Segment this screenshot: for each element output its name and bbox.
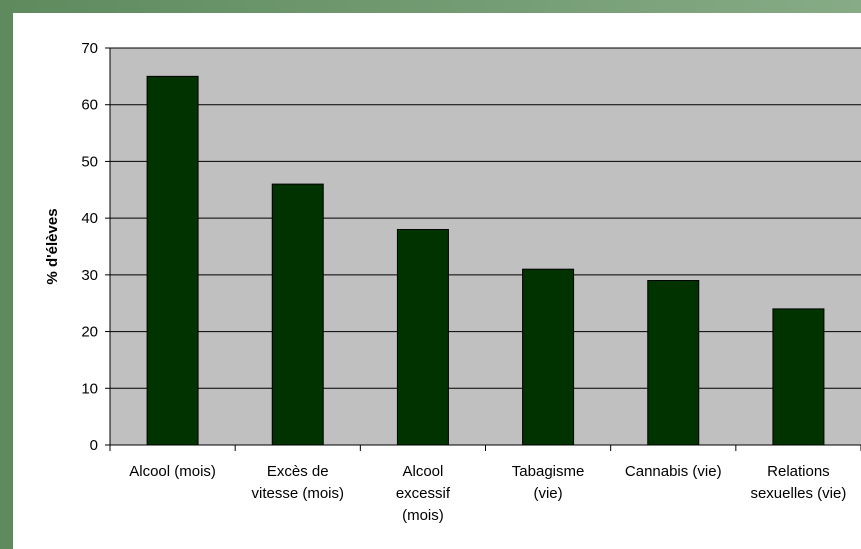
y-axis-title: % d'élèves xyxy=(44,208,61,284)
x-tick-label: Tabagisme (vie) xyxy=(512,463,585,502)
bar xyxy=(522,268,575,446)
y-tick-label: 40 xyxy=(81,210,98,227)
y-tick-label: 10 xyxy=(81,380,98,397)
y-tick-label: 0 xyxy=(90,437,98,454)
bar xyxy=(396,228,449,446)
bar xyxy=(146,75,199,446)
bar xyxy=(772,308,825,446)
y-tick-label: 50 xyxy=(81,153,98,170)
bar xyxy=(647,280,700,446)
bar xyxy=(271,183,324,446)
x-tick-label: Cannabis (vie) xyxy=(625,463,722,480)
x-tick-label: Alcool (mois) xyxy=(129,463,216,480)
x-tick-label: Alcool excessif (mois) xyxy=(396,463,451,524)
y-tick-label: 20 xyxy=(81,324,98,341)
chart-panel: 0 10 20 30 40 50 60 70 Alcool (mois) Excès de vite… xyxy=(13,13,861,549)
y-tick-label: 30 xyxy=(81,267,98,284)
bar-chart: 0 10 20 30 40 50 60 70 Alcool (mois) Excès de vite… xyxy=(44,40,861,524)
y-tick-label: 70 xyxy=(81,40,98,57)
x-tick-label: Excès de vitesse (mois) xyxy=(251,463,344,502)
y-tick-label: 60 xyxy=(81,97,98,114)
plot-area xyxy=(110,48,861,445)
x-tick-label: Relations sexuelles (vie) xyxy=(750,463,846,502)
